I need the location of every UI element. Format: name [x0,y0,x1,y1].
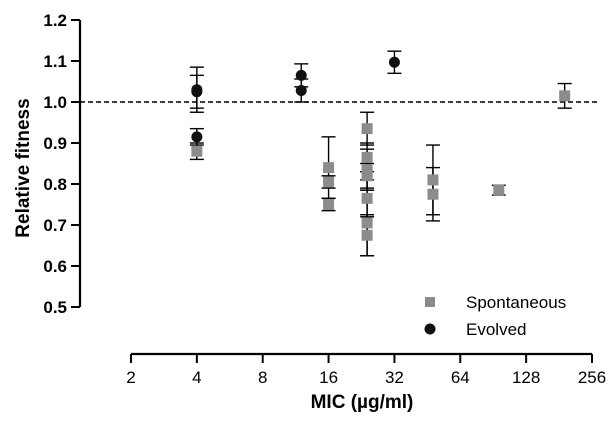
point-spontaneous [361,192,373,204]
point-spontaneous [323,199,335,210]
x-axis-title: MIC (µg/ml) [311,392,414,413]
legend-marker-spontaneous [425,297,435,307]
error-bars [189,50,572,257]
point-evolved [295,69,307,81]
y-tick-label: 0.5 [43,298,67,317]
point-spontaneous [361,217,373,229]
point-spontaneous [361,151,373,163]
y-tick-label: 1.2 [43,11,67,30]
point-spontaneous [361,123,373,135]
x-tick-label: 2 [126,368,135,387]
point-evolved [295,85,307,97]
point-spontaneous [191,145,203,157]
x-tick-label: 16 [319,368,338,387]
data-markers [191,56,571,241]
axes: 0.5 0.6 0.7 0.8 0.9 1.0 1.1 1.2 2 4 8 16 32 64 128 256 [43,11,606,387]
x-tick-label: 128 [512,368,540,387]
point-evolved [191,86,203,98]
legend-marker-evolved [424,323,436,335]
point-spontaneous [427,174,439,186]
legend-label-evolved: Evolved [466,320,526,339]
y-tick-label: 1.0 [43,93,67,112]
point-evolved [388,56,400,68]
x-tick-label: 4 [192,368,201,387]
point-spontaneous [559,90,571,102]
point-spontaneous [323,176,335,188]
point-spontaneous [361,229,373,241]
point-spontaneous [361,164,373,176]
x-tick-label: 32 [385,368,404,387]
y-tick-label: 0.9 [43,134,67,153]
x-tick-label: 8 [258,368,267,387]
point-spontaneous [493,184,505,196]
point-spontaneous [427,188,439,200]
y-tick-label: 1.1 [43,52,67,71]
y-tick-label: 0.8 [43,175,67,194]
legend: Spontaneous Evolved [424,293,566,339]
y-tick-label: 0.7 [43,216,67,235]
point-spontaneous [361,170,373,182]
point-spontaneous [323,162,335,174]
point-evolved [191,131,203,143]
x-tick-label: 64 [451,368,470,387]
y-axis-title: Relative fitness [13,98,34,237]
x-tick-label: 256 [578,368,606,387]
y-tick-label: 0.6 [43,257,67,276]
legend-label-spontaneous: Spontaneous [466,293,566,312]
